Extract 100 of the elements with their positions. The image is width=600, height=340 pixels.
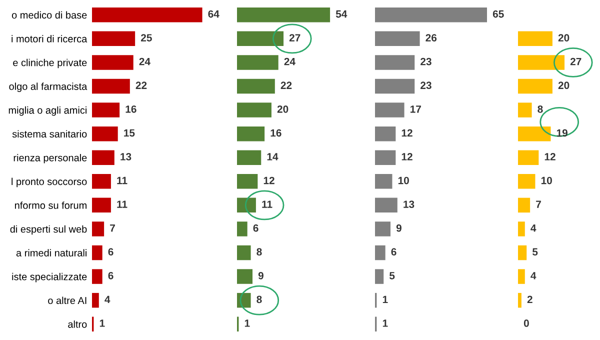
data-label: 20	[277, 105, 288, 113]
bar	[237, 222, 248, 236]
data-label: 20	[558, 82, 570, 90]
data-label: 0	[524, 320, 529, 327]
y-tick-label: e cliniche private	[13, 58, 87, 68]
bar	[375, 102, 404, 118]
data-label: 4	[530, 272, 536, 280]
data-label: 65	[492, 10, 504, 18]
data-label: 10	[541, 176, 552, 184]
data-label: 11	[117, 176, 128, 184]
data-label: 8	[256, 248, 262, 256]
bar	[518, 78, 552, 94]
bar	[92, 31, 136, 46]
data-label: 23	[420, 82, 432, 90]
bar	[237, 55, 278, 70]
bar	[237, 269, 253, 284]
data-label: 4	[104, 296, 110, 304]
bar	[375, 31, 420, 46]
bar	[518, 126, 551, 142]
data-label: 24	[139, 58, 150, 66]
bar	[375, 245, 386, 260]
data-label: 22	[280, 82, 292, 89]
data-label: 8	[256, 296, 262, 304]
bar	[92, 8, 202, 22]
data-label: 25	[140, 34, 152, 42]
y-tick-label: sistema sanitario	[12, 130, 87, 138]
y-tick-label: iste specializzate	[12, 272, 87, 282]
data-label: 27	[289, 34, 300, 42]
bar	[237, 78, 275, 94]
data-label: 64	[208, 10, 220, 18]
bar	[237, 174, 258, 189]
y-tick-label: l pronto soccorso	[12, 178, 87, 188]
data-label: 1	[244, 320, 250, 327]
data-label: 16	[270, 129, 282, 137]
bar	[518, 102, 532, 118]
bar	[92, 292, 99, 308]
bar	[92, 78, 130, 94]
bar	[518, 245, 527, 260]
bar	[237, 8, 330, 22]
y-tick-label: olgo al farmacista	[9, 82, 88, 92]
data-label: 11	[117, 200, 128, 208]
y-tick-label: nformo su forum	[15, 202, 86, 209]
data-label: 26	[426, 34, 437, 42]
bar	[518, 174, 536, 189]
data-label: 13	[404, 200, 414, 208]
bar	[92, 150, 114, 165]
bar	[237, 150, 262, 165]
data-label: 4	[530, 224, 536, 232]
data-label: 16	[126, 105, 136, 113]
bar	[92, 198, 111, 213]
data-label: 22	[136, 82, 147, 89]
data-label: 17	[410, 106, 421, 113]
data-label: 7	[536, 200, 541, 208]
data-label: 13	[120, 153, 132, 160]
bar	[518, 55, 565, 70]
data-label: 5	[389, 272, 395, 280]
bar	[92, 245, 102, 260]
y-tick-label: a rimedi naturali	[16, 249, 86, 256]
bar	[518, 198, 530, 213]
data-label: 6	[108, 248, 114, 256]
bar	[237, 102, 272, 118]
data-label: 23	[420, 58, 432, 66]
data-label: 12	[402, 153, 412, 160]
y-tick-label: rienza personale	[14, 154, 87, 164]
bar	[375, 78, 415, 94]
bar	[375, 126, 396, 142]
data-label: 5	[532, 248, 538, 256]
data-label: 27	[570, 58, 582, 66]
data-label: 9	[396, 224, 402, 232]
bar	[237, 126, 265, 142]
bar	[375, 198, 398, 213]
y-tick-label: o medico di base	[12, 11, 87, 19]
y-tick-label: miglia o agli amici	[8, 106, 86, 116]
bar	[237, 198, 256, 213]
bar	[237, 31, 284, 46]
data-label: 7	[110, 224, 115, 232]
data-label: 12	[544, 153, 556, 160]
y-tick-label: altro	[68, 320, 87, 328]
data-label: 15	[124, 129, 135, 137]
bar	[375, 222, 391, 236]
data-label: 1	[382, 320, 388, 327]
y-tick-label: di esperti sul web	[10, 225, 87, 235]
data-label: 6	[253, 224, 258, 232]
data-label: 6	[391, 248, 396, 256]
data-label: 12	[402, 129, 412, 137]
bar	[92, 269, 102, 284]
bar	[518, 269, 525, 284]
data-label: 20	[558, 34, 570, 42]
y-tick-label: i motori di ricerca	[12, 35, 88, 42]
data-label: 6	[108, 272, 114, 280]
data-label: 11	[262, 200, 272, 208]
data-label: 2	[527, 296, 532, 304]
bar	[237, 245, 251, 260]
bar	[518, 292, 522, 308]
data-label: 54	[336, 10, 348, 18]
bar	[375, 150, 396, 165]
data-label: 24	[284, 58, 296, 66]
data-label: 10	[398, 176, 409, 184]
bar	[518, 150, 539, 165]
bar	[375, 55, 415, 70]
